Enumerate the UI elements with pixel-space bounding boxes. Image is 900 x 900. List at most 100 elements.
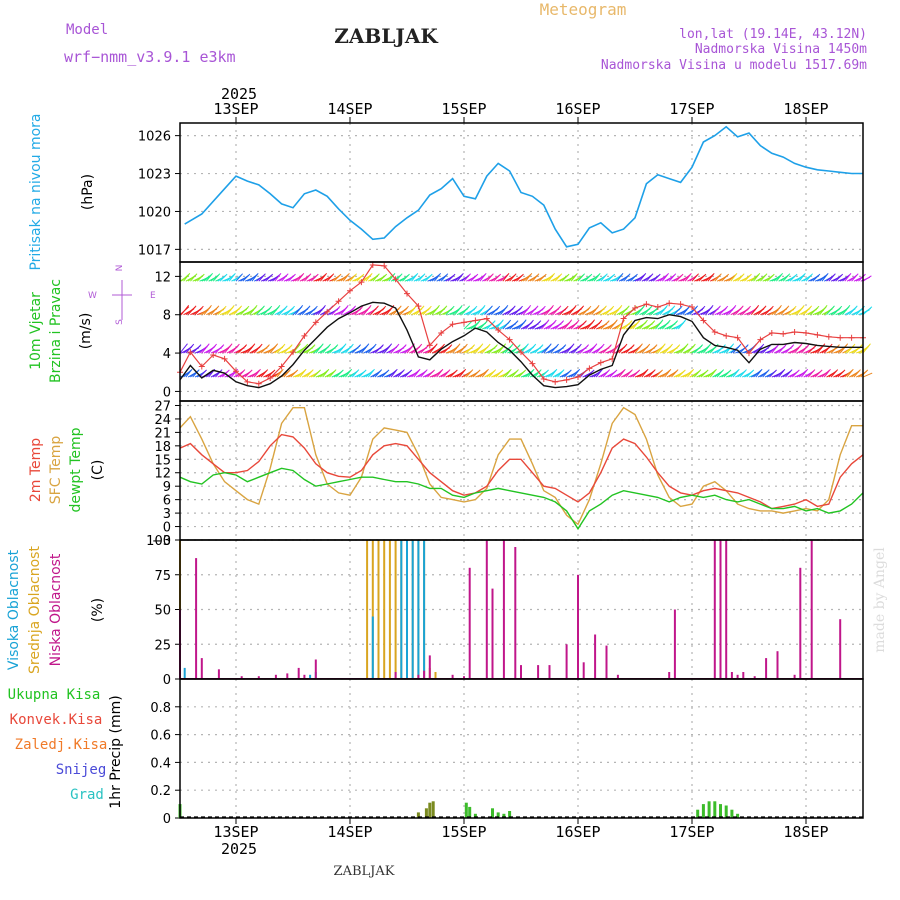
wind-gust-marker: [312, 319, 319, 326]
cloud-low-bar: [485, 540, 488, 679]
wind-barb: [288, 273, 296, 282]
wind-barb: [529, 305, 539, 316]
cloud-ytick-label: 100: [146, 534, 171, 549]
wind-barb: [479, 319, 489, 330]
cloud-mid-bar: [434, 672, 437, 679]
wind-barb: [639, 272, 647, 282]
wind-barb: [664, 368, 672, 378]
cloud-low-bar: [514, 547, 517, 679]
wind-barb: [281, 273, 289, 282]
wind-barb: [228, 272, 236, 282]
wind-barb: [258, 273, 266, 282]
wind-barb: [235, 273, 243, 282]
wind-barb: [757, 305, 767, 316]
wind-barb: [568, 304, 577, 316]
wind-gust-marker: [814, 331, 821, 338]
wind-barb: [301, 305, 311, 316]
cloud-high-bar: [309, 674, 312, 679]
bottom-date-label: 13SEP: [213, 823, 258, 841]
cloud-low-bar: [730, 672, 733, 679]
wind-barb: [691, 273, 699, 282]
wind-barb: [732, 368, 740, 378]
precip-frame: [179, 678, 864, 819]
wind-barb: [358, 369, 367, 378]
wind-gust-marker: [255, 380, 262, 387]
wind-gust-marker: [837, 334, 844, 341]
wind-barb: [260, 369, 269, 378]
wind-barb: [495, 369, 504, 378]
precip-conv-bar: [428, 802, 432, 818]
cloud-low-bar: [577, 574, 579, 680]
wind-barb: [684, 272, 692, 282]
precip-total-bar: [701, 804, 705, 818]
wind-barb: [520, 343, 529, 354]
model-elevation-label: Nadmorska Visina u modelu 1517.69m: [601, 58, 867, 73]
wind-gust-marker: [700, 317, 707, 324]
wind-barb: [472, 369, 481, 378]
cloud-high-bar: [411, 540, 414, 679]
cloud-low-bar: [423, 670, 426, 679]
cloud-mid-bar: [377, 540, 380, 679]
wind-barb: [263, 305, 273, 316]
wind-barb: [618, 343, 628, 354]
wind-barb: [219, 273, 228, 282]
precip-total-bar: [719, 804, 722, 818]
cloud-low-bar: [725, 540, 728, 679]
temp-sfc-line: [179, 406, 863, 526]
wind-barb: [573, 343, 582, 354]
wind-gust-marker: [278, 363, 285, 370]
precip-total-bar: [696, 809, 700, 818]
wind-barb: [807, 344, 818, 354]
wind-barb: [584, 273, 593, 282]
wind-barb: [755, 343, 765, 354]
cloud-ylabel-high: Visoka Oblacnost: [6, 549, 22, 670]
cloud-high-bar: [406, 540, 408, 679]
temperature-ytick-label: 9: [163, 480, 171, 495]
bottom-year-label: 2025: [221, 840, 257, 858]
wind-barb: [278, 305, 288, 316]
wind-barb: [801, 343, 810, 354]
precip-total-bar: [464, 802, 468, 818]
wind-barb: [762, 369, 770, 378]
top-date-label: 17SEP: [669, 100, 714, 118]
wind-barb: [837, 369, 846, 378]
wind-barb: [317, 304, 326, 316]
pressure-ylabel: Pritisak na nivou mora: [28, 113, 44, 270]
wind-barb: [356, 273, 365, 282]
wind-ytick-label: 0: [163, 385, 171, 400]
wind-barb: [830, 369, 839, 378]
wind-barb: [506, 305, 516, 316]
wind-barb: [812, 273, 821, 282]
cloud-low-bar: [582, 662, 585, 679]
wind-barb: [205, 272, 213, 282]
cloud-low-bar: [451, 674, 454, 679]
wind-barb: [632, 369, 641, 378]
pressure-ytick-label: 1017: [138, 243, 171, 258]
wind-barb: [693, 344, 704, 354]
wind-gust-marker: [848, 334, 855, 341]
precip-legend-4: Snijeg: [56, 762, 107, 778]
wind-barb: [680, 343, 689, 354]
wind-barb: [210, 305, 220, 316]
wind-barb: [361, 343, 370, 354]
wind-barb: [858, 273, 866, 282]
temperature-ytick-label: 12: [154, 467, 171, 482]
wind-barb: [791, 369, 800, 378]
wind-barb: [744, 273, 752, 282]
cloud-high-bar: [183, 667, 186, 679]
wind-barb: [470, 273, 479, 282]
precip-conv-bar: [431, 801, 435, 818]
wind-barb: [634, 343, 643, 354]
wind-barb: [388, 272, 396, 282]
temperature-ytick-label: 6: [163, 494, 171, 509]
wind-barb: [862, 372, 873, 378]
wind-barb: [345, 343, 354, 354]
wind-gust-marker: [518, 349, 524, 356]
wind-barb: [778, 343, 787, 354]
wind-gust-marker: [666, 300, 673, 307]
wind-barb: [570, 272, 578, 282]
cloud-low-bar: [594, 634, 597, 679]
wind-gust-marker: [495, 327, 502, 334]
wind-barb: [253, 368, 261, 378]
wind-barb: [447, 273, 456, 282]
